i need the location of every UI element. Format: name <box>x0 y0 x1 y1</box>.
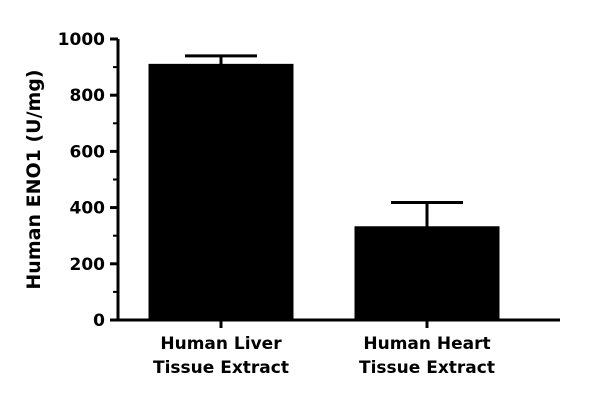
y-tick-label: 800 <box>70 86 106 106</box>
bar <box>354 226 500 322</box>
x-category-label: Tissue Extract <box>359 358 495 378</box>
x-category-label: Tissue Extract <box>153 358 289 378</box>
x-axis <box>117 318 560 328</box>
y-axis-title: Human ENO1 (U/mg) <box>23 69 45 289</box>
y-axis: 0 200 400 600 800 1000 <box>58 30 120 331</box>
bar <box>148 63 294 321</box>
y-tick-label: 400 <box>70 199 106 219</box>
y-tick-label: 0 <box>93 311 105 331</box>
y-tick-label: 200 <box>70 255 106 275</box>
category-labels: Human Liver Tissue Extract Human Heart Tiss… <box>153 334 495 378</box>
y-tick-label: 600 <box>70 142 106 162</box>
x-category-label: Human Liver <box>160 334 282 354</box>
x-category-label: Human Heart <box>363 334 490 354</box>
bars <box>148 54 500 322</box>
y-tick-label: 1000 <box>58 30 105 50</box>
